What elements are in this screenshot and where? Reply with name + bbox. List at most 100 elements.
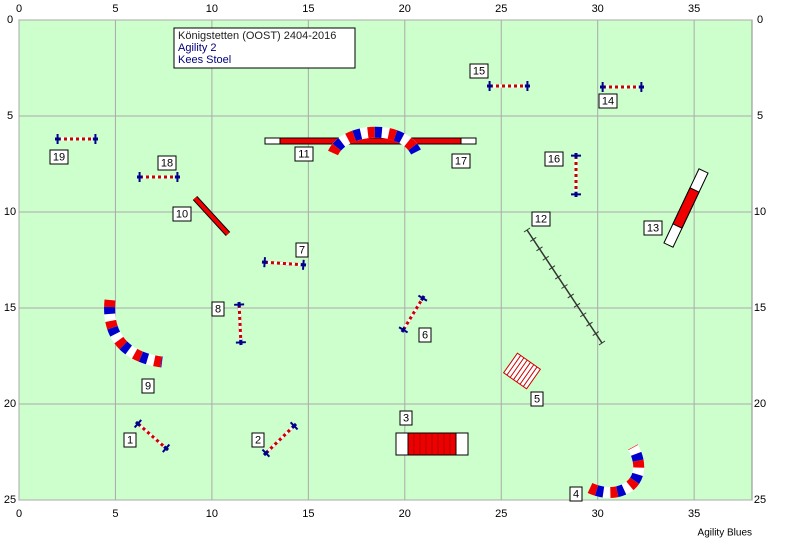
hurdle-stripes bbox=[261, 260, 307, 267]
dogwalk-slat bbox=[529, 237, 537, 242]
x-tick-label: 35 bbox=[688, 3, 700, 15]
obstacle-number: 10 bbox=[176, 208, 188, 220]
obstacle-number: 8 bbox=[215, 303, 221, 315]
x-tick-label: 10 bbox=[206, 508, 218, 520]
y-tick-label: 5 bbox=[7, 110, 13, 122]
obstacle-number: 9 bbox=[145, 380, 151, 392]
a-frame bbox=[663, 168, 709, 248]
obstacle-number: 15 bbox=[473, 65, 485, 77]
walk-11-fill bbox=[279, 137, 462, 145]
dogwalk-slat bbox=[523, 227, 531, 233]
dogwalk-slat bbox=[573, 302, 581, 308]
dogwalk-slat bbox=[536, 246, 543, 252]
obstacle-label-box bbox=[123, 432, 137, 448]
table-slat bbox=[509, 357, 525, 378]
obstacle-label-box bbox=[49, 149, 69, 165]
obstacle-number: 13 bbox=[647, 222, 659, 234]
obstacle-label-box bbox=[569, 486, 583, 502]
y-tick-label: 0 bbox=[7, 14, 13, 26]
obstacle-number: 19 bbox=[53, 151, 65, 163]
x-tick-label: 15 bbox=[302, 508, 314, 520]
info-judge: Kees Stoel bbox=[178, 54, 231, 66]
tunnel-red bbox=[328, 126, 421, 156]
obstacle-label-box bbox=[531, 211, 551, 227]
dogwalk-slat bbox=[592, 331, 600, 336]
hurdle-wing bbox=[291, 422, 298, 429]
obstacle-label-box bbox=[294, 146, 314, 162]
dogwalk-slat bbox=[561, 284, 568, 289]
obstacles bbox=[55, 81, 709, 498]
obstacle-label-box bbox=[530, 391, 544, 407]
obstacle-number: 17 bbox=[455, 155, 467, 167]
grid bbox=[18, 19, 752, 501]
dogwalk-slat bbox=[567, 293, 575, 299]
y-tick-label: 25 bbox=[754, 494, 766, 506]
obstacle-number: 5 bbox=[534, 393, 540, 405]
dogwalk-slat bbox=[598, 340, 606, 346]
obstacle-number: 18 bbox=[161, 157, 173, 169]
x-tick-label: 5 bbox=[112, 3, 118, 15]
table-slat bbox=[506, 355, 522, 376]
tunnel-blue bbox=[328, 126, 421, 156]
hurdle-stripes bbox=[237, 301, 243, 346]
y-tick-label: 20 bbox=[754, 398, 766, 410]
obstacle-label-box bbox=[451, 153, 471, 169]
hurdle-wing bbox=[135, 420, 141, 427]
hurdle-stripes bbox=[400, 295, 426, 333]
obstacle-number: 16 bbox=[548, 153, 560, 165]
obstacle-number: 4 bbox=[573, 488, 579, 500]
table-slat bbox=[513, 359, 528, 380]
table bbox=[502, 352, 542, 390]
dogwalk-slat bbox=[554, 274, 562, 280]
x-tick-label: 20 bbox=[399, 3, 411, 15]
obstacle-label-box bbox=[598, 93, 618, 109]
bar-10-fill bbox=[193, 196, 230, 236]
hurdle-wing bbox=[262, 450, 269, 457]
obstacle-number: 6 bbox=[422, 329, 428, 341]
hurdle-wing bbox=[400, 326, 406, 333]
obstacle-label-box bbox=[418, 327, 432, 343]
hurdle-wing bbox=[163, 445, 169, 452]
y-tick-label: 10 bbox=[754, 206, 766, 218]
x-tick-label: 0 bbox=[16, 508, 22, 520]
y-tick-label: 15 bbox=[4, 302, 16, 314]
x-tick-label: 15 bbox=[302, 3, 314, 15]
table-slat bbox=[516, 362, 531, 383]
y-tick-label: 15 bbox=[754, 302, 766, 314]
hurdle-wing bbox=[420, 295, 426, 302]
y-tick-label: 25 bbox=[4, 494, 16, 506]
obstacle-number: 1 bbox=[127, 434, 133, 446]
dogwalk-slat bbox=[542, 255, 550, 261]
x-tick-label: 30 bbox=[592, 3, 604, 15]
obstacle-label-box bbox=[295, 242, 309, 258]
x-tick-label: 10 bbox=[206, 3, 218, 15]
obstacle-number: 2 bbox=[255, 434, 261, 446]
y-tick-label: 20 bbox=[4, 398, 16, 410]
info-box bbox=[173, 27, 356, 69]
x-tick-label: 25 bbox=[495, 508, 507, 520]
obstacle-number: 14 bbox=[602, 95, 614, 107]
obstacle-label-box bbox=[643, 220, 663, 236]
table-slat bbox=[522, 366, 538, 387]
info-class: Agility 2 bbox=[178, 42, 217, 54]
a-frame-contact bbox=[672, 187, 700, 229]
tunnel-blue bbox=[587, 444, 645, 498]
x-tick-label: 0 bbox=[16, 3, 22, 15]
dogwalk-slat bbox=[586, 321, 593, 327]
obstacle-label-box bbox=[469, 63, 489, 79]
obstacle-label-box bbox=[399, 410, 413, 426]
tunnel-red bbox=[104, 299, 163, 368]
table-slat bbox=[519, 364, 535, 385]
info-title: Königstetten (OOST) 2404-2016 bbox=[178, 30, 336, 42]
table-top bbox=[502, 352, 542, 390]
obstacle-number: 3 bbox=[403, 412, 409, 424]
tunnel-blue bbox=[104, 299, 163, 368]
obstacle-label-box bbox=[172, 206, 192, 222]
obstacle-number: 11 bbox=[298, 148, 309, 160]
footer: Agility Blues bbox=[698, 528, 752, 539]
obstacle-label-box bbox=[157, 155, 177, 171]
obstacle-number: 7 bbox=[299, 244, 305, 256]
hurdle-stripes bbox=[135, 420, 169, 452]
x-tick-label: 20 bbox=[399, 508, 411, 520]
obstacle-number: 12 bbox=[535, 213, 547, 225]
